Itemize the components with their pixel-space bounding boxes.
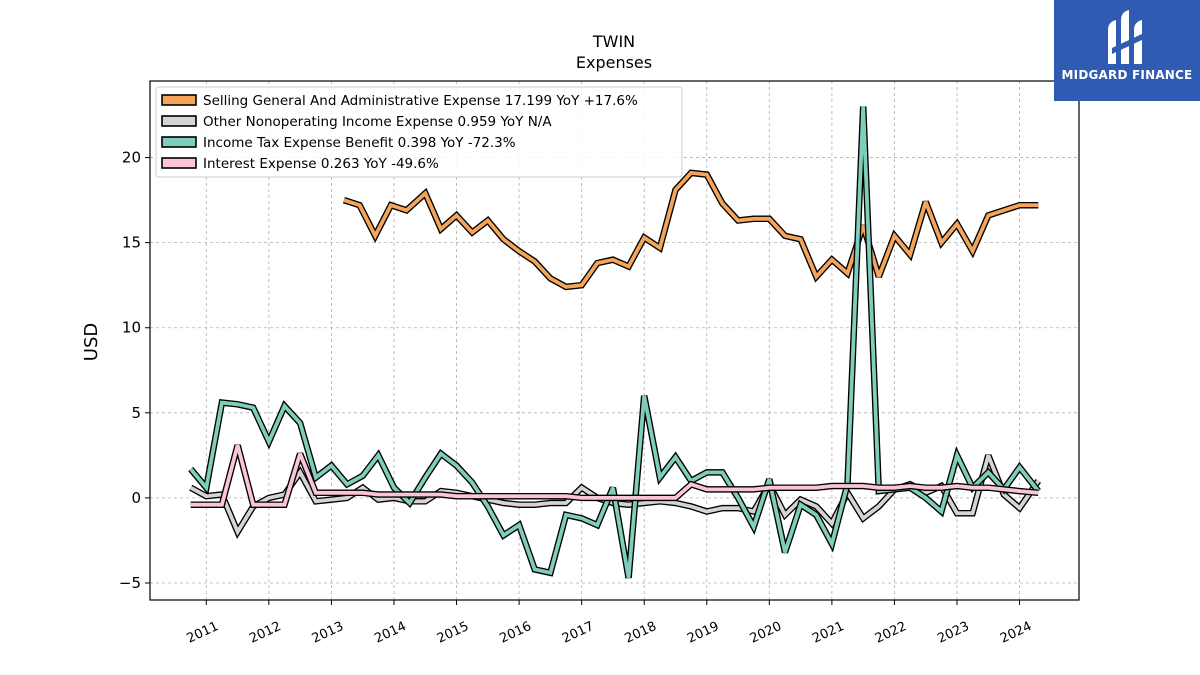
series-outline xyxy=(342,169,1039,291)
y-tick-label: −5 xyxy=(119,574,141,592)
series-line-4 xyxy=(190,444,1039,508)
chart-title: TWIN xyxy=(592,32,635,51)
brand-logo: MIDGARD FINANCE xyxy=(1054,0,1200,101)
series-stroke xyxy=(343,170,1039,289)
legend-item: Selling General And Administrative Expen… xyxy=(161,93,638,109)
series-layer xyxy=(188,106,1041,579)
y-tick-label: 15 xyxy=(122,234,141,252)
y-tick-label: 10 xyxy=(122,319,141,337)
legend-label: Selling General And Administrative Expen… xyxy=(203,93,638,109)
x-tick-label: 2012 xyxy=(247,619,283,647)
x-tick-label: 2018 xyxy=(623,619,659,647)
x-tick-label: 2015 xyxy=(435,619,471,647)
legend-item: Other Nonoperating Income Expense 0.959 … xyxy=(161,114,552,130)
legend-swatch xyxy=(161,136,197,148)
brand-name: MIDGARD FINANCE xyxy=(1061,68,1193,82)
legend-label: Income Tax Expense Benefit 0.398 YoY -72… xyxy=(203,135,516,151)
legend: Selling General And Administrative Expen… xyxy=(155,86,683,178)
legend-swatch xyxy=(161,157,197,169)
legend-item: Interest Expense 0.263 YoY -49.6% xyxy=(161,156,439,172)
plot-frame xyxy=(149,80,1080,601)
x-tick-label: 2014 xyxy=(372,619,408,647)
legend-swatch xyxy=(161,115,197,127)
x-tick-label: 2017 xyxy=(560,619,596,647)
series-line-1 xyxy=(342,169,1039,291)
legend-label: Other Nonoperating Income Expense 0.959 … xyxy=(203,114,552,130)
y-axis: −5 0 5 10 15 20 xyxy=(119,149,150,592)
x-tick-label: 2019 xyxy=(685,619,721,647)
y-tick-label: 5 xyxy=(131,404,141,422)
legend-item: Income Tax Expense Benefit 0.398 YoY -72… xyxy=(161,135,516,151)
y-tick-label: 20 xyxy=(122,149,141,167)
x-axis: 2011 2012 2013 2014 2015 2016 2017 2018 2019 2020… xyxy=(185,600,1034,647)
series-stroke xyxy=(190,444,1039,507)
legend-frame xyxy=(155,86,683,178)
legend-swatch xyxy=(161,94,197,106)
x-tick-label: 2020 xyxy=(748,619,784,647)
x-tick-label: 2022 xyxy=(873,619,909,647)
x-tick-label: 2011 xyxy=(185,619,221,647)
chart-subtitle: Expenses xyxy=(576,53,652,72)
legend-label: Interest Expense 0.263 YoY -49.6% xyxy=(203,156,439,172)
x-tick-label: 2024 xyxy=(998,619,1034,647)
brand-mark-icon xyxy=(1108,10,1146,64)
x-tick-label: 2016 xyxy=(497,619,533,647)
y-axis-label: USD xyxy=(81,323,102,361)
x-tick-label: 2013 xyxy=(310,619,346,647)
x-tick-label: 2021 xyxy=(810,619,846,647)
x-tick-label: 2023 xyxy=(935,619,971,647)
y-tick-label: 0 xyxy=(131,489,141,507)
